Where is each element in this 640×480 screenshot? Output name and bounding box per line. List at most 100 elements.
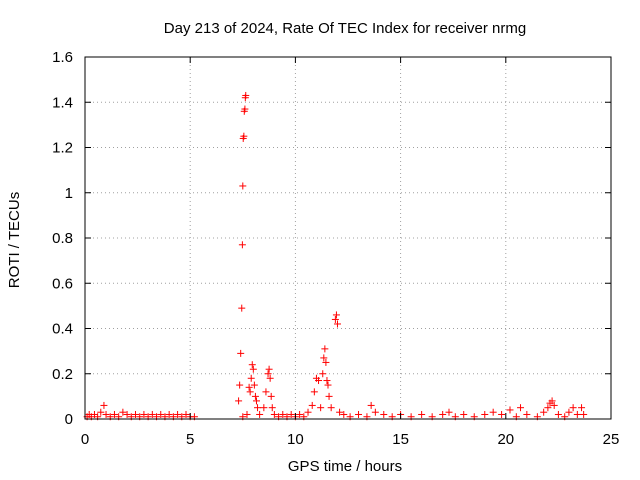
data-point (270, 410, 278, 418)
data-point (140, 410, 148, 418)
chart-title: Day 213 of 2024, Rate Of TEC Index for r… (164, 20, 526, 37)
data-point (165, 410, 173, 418)
data-point (242, 91, 250, 99)
plot-frame (84, 56, 612, 420)
x-tick-label: 25 (603, 431, 620, 448)
data-point (182, 410, 190, 418)
data-point (254, 404, 262, 412)
data-point (308, 401, 316, 409)
data-points (83, 91, 588, 421)
data-point (157, 410, 165, 418)
data-point (578, 404, 586, 412)
data-point (260, 404, 268, 412)
data-point (367, 401, 375, 409)
data-point (523, 410, 531, 418)
data-point (252, 397, 260, 405)
data-point (249, 365, 257, 373)
data-point (241, 105, 249, 113)
data-point (355, 410, 363, 418)
data-point (327, 404, 335, 412)
data-point (110, 410, 118, 418)
y-tick-label: 0.6 (52, 275, 73, 292)
data-point (119, 408, 127, 416)
y-tick-label: 0.2 (52, 366, 73, 383)
data-point (265, 365, 273, 373)
data-point (250, 381, 258, 389)
data-point (268, 404, 276, 412)
data-point (279, 410, 287, 418)
data-point (236, 381, 244, 389)
data-point (235, 397, 243, 405)
data-point (489, 408, 497, 416)
data-point (548, 397, 556, 405)
y-tick-label: 1.6 (52, 49, 73, 66)
y-tick-label: 0.8 (52, 230, 73, 247)
grid-lines (85, 57, 611, 419)
data-point (321, 345, 329, 353)
data-point (239, 182, 247, 190)
data-point (324, 381, 332, 389)
y-tick-label: 1.2 (52, 140, 73, 157)
data-point (439, 410, 447, 418)
y-tick-label: 0.4 (52, 321, 73, 338)
data-point (317, 404, 325, 412)
data-point (287, 410, 295, 418)
data-point (565, 408, 573, 416)
y-tick-label: 0 (65, 411, 73, 428)
data-point (148, 410, 156, 418)
data-point (498, 410, 506, 418)
x-tick-label: 15 (392, 431, 409, 448)
data-point (340, 410, 348, 418)
data-point (174, 410, 182, 418)
data-point (323, 377, 331, 385)
data-point (267, 392, 275, 400)
data-point (573, 410, 581, 418)
data-point (325, 392, 333, 400)
data-point (550, 401, 558, 409)
x-tick-label: 10 (287, 431, 304, 448)
data-point (554, 410, 562, 418)
data-point (246, 388, 254, 396)
data-point (251, 392, 259, 400)
data-point (97, 408, 105, 416)
data-point (319, 370, 327, 378)
data-point (481, 410, 489, 418)
y-axis-label: ROTI / TECUs (6, 192, 23, 288)
x-tick-label: 5 (186, 431, 194, 448)
data-point (506, 406, 514, 414)
data-point (315, 377, 323, 385)
data-point (262, 388, 270, 396)
data-point (123, 410, 131, 418)
data-point (460, 410, 468, 418)
data-point (238, 241, 246, 249)
data-point (380, 410, 388, 418)
data-point (131, 410, 139, 418)
data-point (371, 408, 379, 416)
data-point (266, 374, 274, 382)
data-point (320, 354, 328, 362)
y-tick-labels: 0 0.2 0.4 0.6 0.8 1 1.2 1.4 1.6 (52, 49, 73, 428)
data-point (296, 410, 304, 418)
data-point (238, 304, 246, 312)
data-point (248, 361, 256, 369)
x-tick-labels: 0 5 10 15 20 25 (81, 431, 620, 448)
data-point (322, 358, 330, 366)
x-tick-label: 20 (497, 431, 514, 448)
data-point (332, 311, 340, 319)
data-point (445, 408, 453, 416)
data-point (256, 410, 264, 418)
data-point (304, 408, 312, 416)
data-point (336, 408, 344, 416)
data-point (569, 404, 577, 412)
data-point (580, 410, 588, 418)
data-point (243, 410, 251, 418)
data-point (245, 383, 253, 391)
data-point (333, 320, 341, 328)
data-point (331, 315, 339, 323)
data-point (247, 374, 255, 382)
axis-ticks (84, 56, 612, 420)
data-point (544, 404, 552, 412)
data-point (240, 132, 248, 140)
data-point (237, 349, 245, 357)
